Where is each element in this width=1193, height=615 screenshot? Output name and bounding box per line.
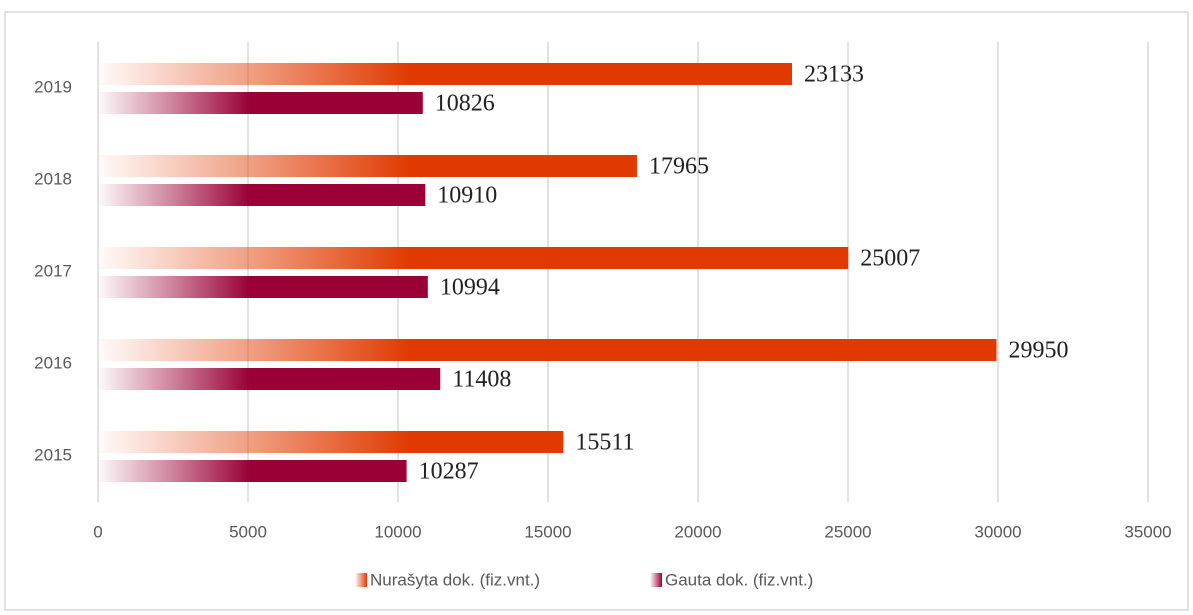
x-tick-label: 30000 xyxy=(974,522,1021,541)
bar xyxy=(98,276,428,298)
legend-marker xyxy=(650,573,662,587)
legend-label: Gauta dok. (fiz.vnt.) xyxy=(665,570,813,589)
bar xyxy=(98,431,564,453)
bar xyxy=(98,247,849,269)
bar xyxy=(98,368,441,390)
value-label: 10994 xyxy=(440,275,500,301)
legend-marker xyxy=(355,573,367,587)
bar xyxy=(98,339,997,361)
x-tick-label: 5000 xyxy=(229,522,267,541)
legend-label: Nurašyta dok. (fiz.vnt.) xyxy=(370,570,540,589)
x-tick-label: 35000 xyxy=(1124,522,1171,541)
y-tick-label: 2019 xyxy=(34,77,72,96)
value-label: 10910 xyxy=(437,183,497,209)
x-tick-label: 20000 xyxy=(674,522,721,541)
bar xyxy=(98,460,407,482)
value-label: 25007 xyxy=(860,246,920,272)
x-tick-label: 25000 xyxy=(824,522,871,541)
y-tick-label: 2016 xyxy=(34,353,72,372)
y-tick-label: 2017 xyxy=(34,261,72,280)
value-label: 10826 xyxy=(435,91,495,117)
y-tick-label: 2015 xyxy=(34,445,72,464)
x-tick-label: 0 xyxy=(93,522,102,541)
bar xyxy=(98,155,637,177)
x-tick-label: 10000 xyxy=(374,522,421,541)
value-label: 17965 xyxy=(649,154,709,180)
value-label: 23133 xyxy=(804,62,864,88)
bar xyxy=(98,63,792,85)
value-label: 29950 xyxy=(1009,338,1069,364)
value-label: 15511 xyxy=(575,430,634,456)
bar xyxy=(98,92,423,114)
value-label: 10287 xyxy=(419,459,479,485)
value-label: 11408 xyxy=(452,367,511,393)
x-tick-label: 15000 xyxy=(524,522,571,541)
bar xyxy=(98,184,426,206)
y-tick-label: 2018 xyxy=(34,169,72,188)
